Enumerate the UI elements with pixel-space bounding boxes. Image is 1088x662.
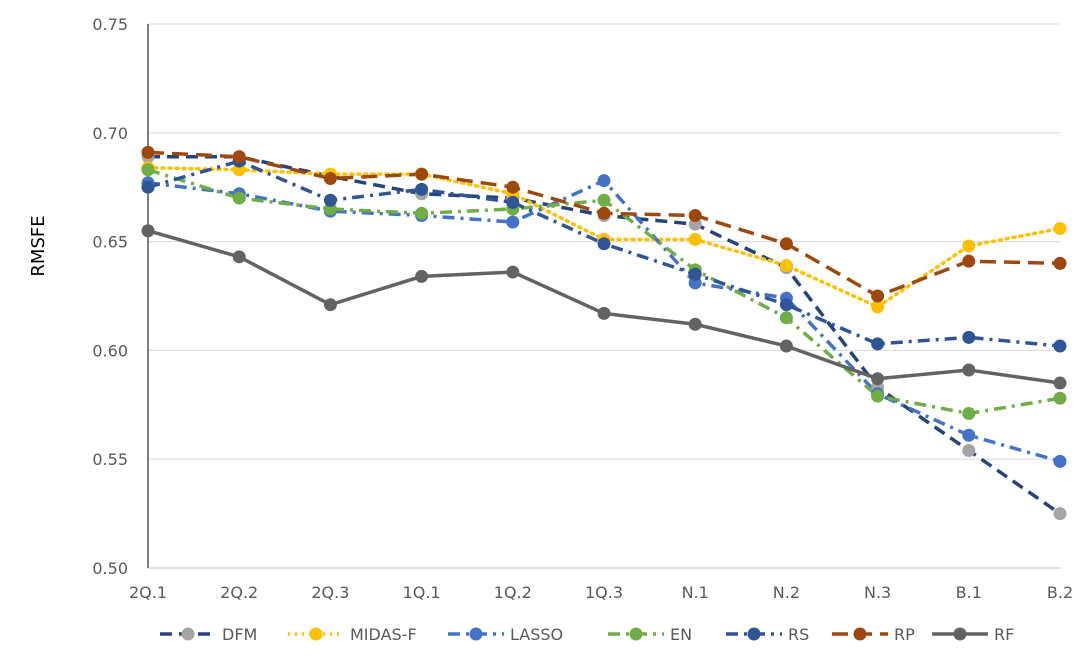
x-tick-label: 2Q.1 xyxy=(129,583,167,602)
data-point-rp xyxy=(1053,256,1067,270)
x-tick-label: N.2 xyxy=(773,583,800,602)
data-point-rp xyxy=(871,289,885,303)
data-point-rf xyxy=(232,250,246,264)
x-tick-label: 2Q.3 xyxy=(311,583,349,602)
legend-marker xyxy=(469,627,483,641)
data-point-rs xyxy=(962,330,976,344)
data-point-rf xyxy=(597,306,611,320)
data-point-midas-f xyxy=(871,300,885,314)
legend-item-rs: RS xyxy=(726,625,809,644)
x-tick-label: 1Q.1 xyxy=(403,583,441,602)
data-point-rf xyxy=(323,298,337,312)
gridlines xyxy=(148,23,1060,569)
y-axis-label: RMSFE xyxy=(28,215,49,276)
legend: DFM MIDAS-F LASSO EN RS RP RF xyxy=(160,625,1014,644)
y-tick-label: 0.65 xyxy=(92,233,128,252)
y-tick-label: 0.75 xyxy=(92,15,128,34)
x-tick-label: N.3 xyxy=(864,583,891,602)
data-point-dfm xyxy=(962,443,976,457)
legend-marker xyxy=(629,627,643,641)
legend-item-dfm: DFM xyxy=(160,625,257,644)
data-point-rs xyxy=(871,337,885,351)
axes: 0.50 0.55 0.60 0.65 0.70 0.75 2Q.1 2Q.2 2Q.3 1Q.1… xyxy=(92,15,1073,602)
data-point-rf xyxy=(688,317,702,331)
data-point-rs xyxy=(506,195,520,209)
legend-marker xyxy=(747,627,761,641)
series-line-rp xyxy=(147,150,1061,298)
legend-marker xyxy=(853,627,867,641)
y-tick-label: 0.70 xyxy=(92,124,128,143)
data-point-lasso xyxy=(506,215,520,229)
data-point-en xyxy=(415,206,429,220)
legend-label: LASSO xyxy=(510,625,563,644)
data-point-lasso xyxy=(1053,454,1067,468)
legend-label: RF xyxy=(994,625,1014,644)
data-point-rf xyxy=(1053,376,1067,390)
data-point-en xyxy=(597,193,611,207)
data-point-rs xyxy=(415,182,429,196)
data-point-en xyxy=(871,389,885,403)
legend-label: MIDAS-F xyxy=(350,625,417,644)
legend-label: EN xyxy=(670,625,692,644)
x-tick-label: 1Q.2 xyxy=(494,583,532,602)
data-point-rs xyxy=(597,237,611,251)
data-point-en xyxy=(779,311,793,325)
data-point-rp xyxy=(141,145,155,159)
data-point-midas-f xyxy=(688,232,702,246)
data-point-en xyxy=(1053,391,1067,405)
data-point-rp xyxy=(688,208,702,222)
data-point-rf xyxy=(141,224,155,238)
data-point-rs xyxy=(141,180,155,194)
data-point-dfm xyxy=(1053,507,1067,521)
y-tick-label: 0.50 xyxy=(92,559,128,578)
data-point-en xyxy=(962,407,976,421)
x-tick-label: B.2 xyxy=(1047,583,1073,602)
data-point-rf xyxy=(871,372,885,386)
data-point-lasso xyxy=(597,174,611,188)
series-line-rf xyxy=(147,229,1061,385)
legend-item-rp: RP xyxy=(832,625,915,644)
legend-marker xyxy=(181,627,195,641)
y-tick-label: 0.60 xyxy=(92,341,128,360)
x-tick-label: B.1 xyxy=(956,583,982,602)
data-point-rp xyxy=(506,180,520,194)
data-point-rp xyxy=(415,167,429,181)
data-point-rp xyxy=(323,171,337,185)
x-tick-label: 1Q.3 xyxy=(585,583,623,602)
legend-marker xyxy=(953,627,967,641)
data-point-rf xyxy=(962,363,976,377)
legend-item-rf: RF xyxy=(932,625,1014,644)
x-tick-label: N.1 xyxy=(682,583,709,602)
legend-item-midas-f: MIDAS-F xyxy=(288,625,417,644)
legend-label: DFM xyxy=(222,625,257,644)
y-tick-label: 0.55 xyxy=(92,450,128,469)
data-point-rs xyxy=(688,267,702,281)
data-point-en xyxy=(232,191,246,205)
legend-label: RP xyxy=(894,625,915,644)
data-point-rs xyxy=(779,298,793,312)
series-markers xyxy=(141,145,1067,521)
data-point-rf xyxy=(415,269,429,283)
data-point-rs xyxy=(323,193,337,207)
data-point-rp xyxy=(232,150,246,164)
legend-item-lasso: LASSO xyxy=(448,625,563,644)
data-point-rf xyxy=(506,265,520,279)
data-point-midas-f xyxy=(779,259,793,273)
data-point-en xyxy=(141,163,155,177)
data-point-rp xyxy=(597,206,611,220)
x-tick-label: 2Q.2 xyxy=(220,583,258,602)
data-point-rp xyxy=(779,237,793,251)
data-point-lasso xyxy=(962,428,976,442)
legend-item-en: EN xyxy=(608,625,692,644)
data-point-midas-f xyxy=(962,239,976,253)
legend-label: RS xyxy=(788,625,809,644)
data-point-rp xyxy=(962,254,976,268)
legend-marker xyxy=(309,627,323,641)
data-point-rs xyxy=(1053,339,1067,353)
data-point-midas-f xyxy=(1053,222,1067,236)
data-point-rf xyxy=(779,339,793,353)
